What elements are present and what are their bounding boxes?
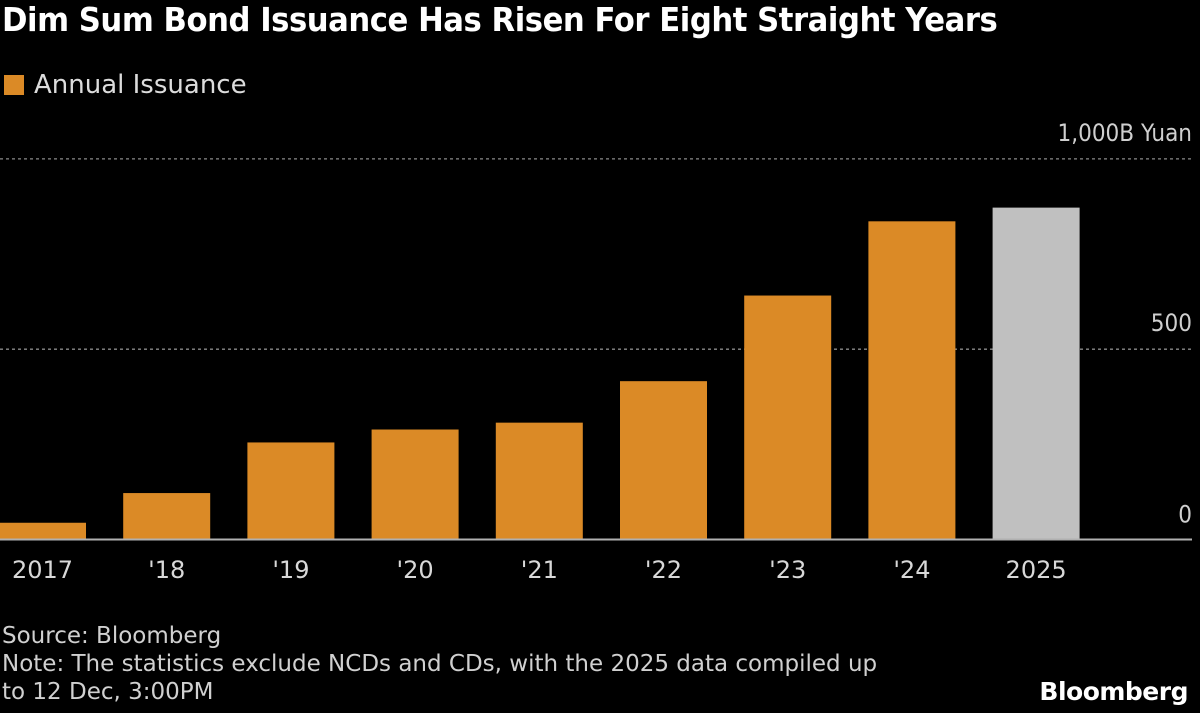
bar (495, 422, 583, 540)
y-tick-label: 500 (1151, 309, 1192, 337)
chart-title: Dim Sum Bond Issuance Has Risen For Eigh… (2, 0, 998, 39)
x-tick-label: 2025 (1006, 556, 1067, 584)
bar (744, 295, 832, 540)
x-tick-label: '22 (645, 556, 682, 584)
x-tick-label: '19 (272, 556, 309, 584)
bar (620, 381, 707, 540)
bar (868, 221, 956, 540)
bar (992, 207, 1080, 540)
x-tick-label: '20 (397, 556, 434, 584)
x-tick-label: '23 (769, 556, 806, 584)
legend-label: Annual Issuance (34, 70, 247, 100)
note-text-1: Note: The statistics exclude NCDs and CD… (2, 651, 878, 677)
y-tick-label: 0 (1178, 501, 1192, 529)
bar (0, 522, 86, 540)
bar (123, 493, 211, 540)
x-tick-label: '18 (148, 556, 185, 584)
legend: Annual Issuance (4, 70, 247, 100)
x-tick-label: '24 (893, 556, 930, 584)
bar (371, 429, 459, 540)
x-tick-label: 2017 (12, 556, 73, 584)
y-tick-label: 1,000B Yuan (1058, 119, 1193, 147)
bar (247, 442, 335, 540)
note-text-2: to 12 Dec, 3:00PM (2, 679, 214, 705)
footnote: Source: Bloomberg Note: The statistics e… (2, 622, 877, 706)
bloomberg-logo: Bloomberg (1039, 677, 1188, 706)
x-tick-label: '21 (521, 556, 558, 584)
legend-swatch (4, 75, 24, 95)
source-text: Source: Bloomberg (2, 623, 222, 649)
